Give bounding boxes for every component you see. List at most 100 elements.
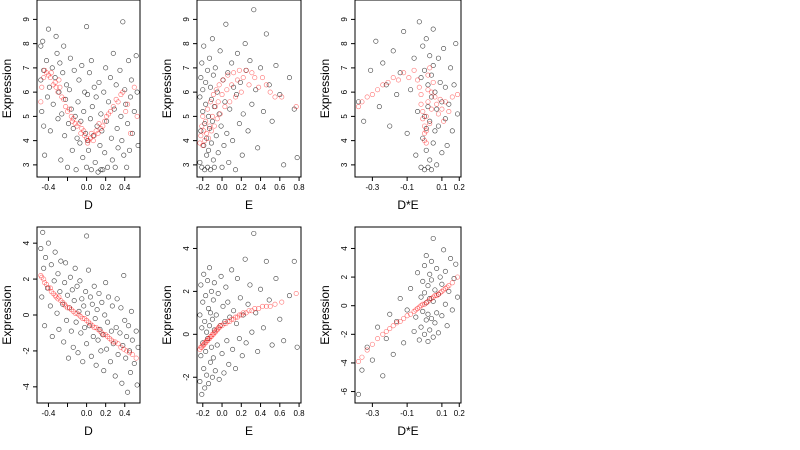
data-point bbox=[47, 303, 53, 309]
data-point bbox=[84, 233, 90, 239]
data-point bbox=[430, 140, 436, 146]
data-point bbox=[89, 104, 95, 110]
x-axis-label: D bbox=[84, 424, 93, 438]
data-point bbox=[62, 280, 68, 286]
data-point bbox=[432, 89, 438, 95]
data-point bbox=[95, 169, 101, 175]
data-point bbox=[255, 145, 261, 151]
data-point bbox=[61, 339, 67, 345]
data-point bbox=[208, 96, 214, 102]
data-point bbox=[225, 72, 231, 78]
data-point bbox=[216, 111, 222, 117]
y-tick-label: -4 bbox=[22, 383, 31, 391]
data-point bbox=[127, 369, 133, 375]
data-point bbox=[82, 325, 88, 331]
data-point bbox=[437, 274, 443, 280]
data-point bbox=[77, 278, 83, 284]
data-point bbox=[40, 229, 46, 235]
data-point bbox=[64, 317, 70, 323]
plot-frame bbox=[196, 0, 302, 178]
data-point bbox=[434, 106, 440, 112]
data-point bbox=[439, 288, 445, 294]
data-point bbox=[423, 36, 429, 42]
data-point bbox=[397, 318, 403, 324]
data-point bbox=[428, 277, 434, 283]
data-point bbox=[110, 339, 116, 345]
y-axis-label: Expression bbox=[160, 59, 174, 118]
data-point bbox=[416, 84, 422, 90]
data-point bbox=[428, 72, 434, 78]
data-point bbox=[355, 359, 361, 365]
data-point bbox=[197, 94, 203, 100]
series-1 bbox=[38, 229, 141, 395]
plot-frame bbox=[196, 226, 302, 404]
data-point bbox=[218, 273, 224, 279]
data-point bbox=[207, 323, 213, 329]
x-tick-label: -0.3 bbox=[365, 409, 379, 418]
data-point bbox=[219, 92, 225, 98]
data-point bbox=[223, 21, 229, 27]
data-point bbox=[422, 331, 428, 337]
data-point bbox=[422, 167, 428, 173]
data-point bbox=[230, 346, 236, 352]
data-point bbox=[383, 336, 389, 342]
data-point bbox=[204, 130, 210, 136]
data-point bbox=[427, 121, 433, 127]
data-point bbox=[44, 58, 50, 64]
data-point bbox=[221, 142, 227, 148]
y-tick-label: 4 bbox=[340, 246, 349, 251]
data-point bbox=[200, 109, 206, 115]
data-point bbox=[442, 84, 448, 90]
data-point bbox=[455, 274, 461, 280]
data-point bbox=[293, 104, 299, 110]
x-tick-label: 0.4 bbox=[119, 409, 131, 418]
data-point bbox=[206, 381, 212, 387]
series-1 bbox=[355, 235, 461, 397]
data-point bbox=[202, 385, 208, 391]
data-point bbox=[199, 325, 205, 331]
data-point bbox=[442, 301, 448, 307]
data-point bbox=[205, 164, 211, 170]
data-point bbox=[57, 84, 63, 90]
data-point bbox=[291, 258, 297, 264]
data-point bbox=[203, 348, 209, 354]
data-point bbox=[253, 87, 259, 93]
data-point bbox=[62, 133, 68, 139]
data-point bbox=[110, 50, 116, 56]
data-point bbox=[368, 67, 374, 73]
data-point bbox=[87, 135, 93, 141]
data-point bbox=[38, 99, 44, 105]
data-point bbox=[88, 167, 94, 173]
data-point bbox=[102, 150, 108, 156]
data-point bbox=[420, 301, 426, 307]
data-point bbox=[210, 297, 216, 303]
data-point bbox=[118, 344, 124, 350]
data-point bbox=[199, 164, 205, 170]
data-point bbox=[211, 123, 217, 129]
data-point bbox=[206, 147, 212, 153]
data-point bbox=[428, 89, 434, 95]
data-point bbox=[129, 130, 135, 136]
data-point bbox=[61, 43, 67, 49]
data-point bbox=[418, 75, 424, 81]
data-point bbox=[104, 118, 110, 124]
data-point bbox=[208, 344, 214, 350]
data-point bbox=[245, 301, 251, 307]
data-point bbox=[114, 126, 120, 132]
data-point bbox=[416, 19, 422, 25]
data-point bbox=[209, 374, 215, 380]
data-point bbox=[420, 116, 426, 122]
data-point bbox=[394, 318, 400, 324]
data-point bbox=[427, 118, 433, 124]
data-point bbox=[95, 130, 101, 136]
data-point bbox=[416, 337, 422, 343]
x-tick-label: 0.2 bbox=[236, 409, 248, 418]
x-axis-label: E bbox=[245, 198, 253, 212]
data-point bbox=[208, 140, 214, 146]
series-1 bbox=[38, 19, 141, 175]
data-point bbox=[451, 276, 457, 282]
data-point bbox=[404, 130, 410, 136]
data-point bbox=[134, 89, 140, 95]
data-point bbox=[415, 77, 421, 83]
